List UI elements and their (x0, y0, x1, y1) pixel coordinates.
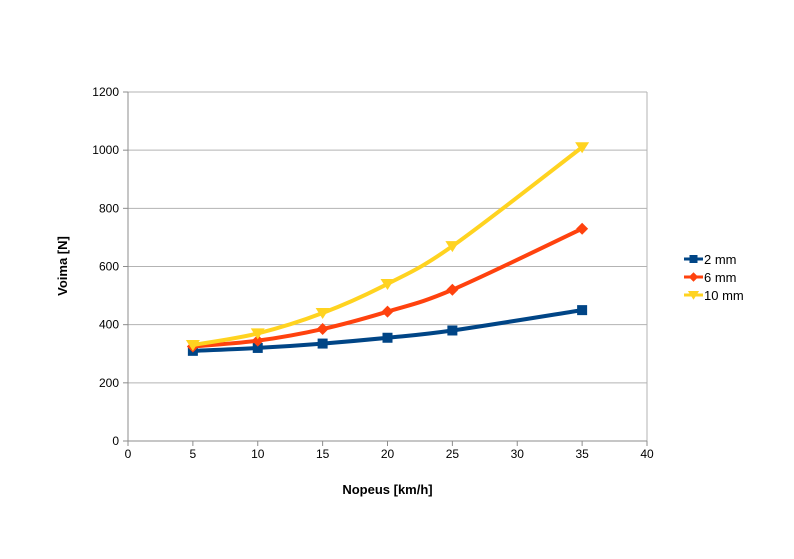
marker-10-mm-x10 (250, 328, 265, 340)
x-tick-label-40: 40 (640, 447, 654, 461)
x-tick-label-30: 30 (511, 447, 525, 461)
legend-item-2-mm: 2 mm (684, 250, 744, 268)
x-tick-label-10: 10 (251, 447, 265, 461)
legend-label: 6 mm (704, 269, 737, 285)
x-tick-label-0: 0 (125, 447, 132, 461)
marker-6-mm-x15 (316, 323, 329, 336)
marker-2-mm-x25 (447, 325, 458, 336)
marker-10-mm-x5 (185, 340, 200, 352)
y-tick-label-1000: 1000 (92, 143, 119, 157)
y-tick-label-1200: 1200 (92, 85, 119, 99)
legend-marker-triangle-down-icon (684, 291, 703, 300)
legend-marker-diamond-icon (684, 272, 703, 282)
legend-sample-marker (689, 255, 698, 263)
legend-item-6-mm: 6 mm (684, 268, 744, 286)
legend-item-10-mm: 10 mm (684, 286, 744, 304)
y-tick-label-200: 200 (99, 376, 119, 390)
marker-2-mm-x35 (577, 305, 588, 316)
marker-6-mm-x20 (381, 305, 394, 318)
marker-6-mm-x35 (576, 222, 589, 235)
marker-2-mm-x10 (252, 342, 263, 353)
y-tick-label-600: 600 (99, 260, 119, 274)
y-tick-label-400: 400 (99, 318, 119, 332)
marker-2-mm-x20 (382, 332, 393, 343)
marker-2-mm-x15 (317, 338, 328, 349)
legend-label: 10 mm (704, 287, 744, 303)
x-tick-label-20: 20 (381, 447, 395, 461)
y-tick-label-800: 800 (99, 201, 119, 215)
marker-6-mm-x25 (446, 283, 459, 296)
y-axis-title: Voima [N] (55, 236, 70, 296)
x-tick-label-15: 15 (316, 447, 330, 461)
legend: 2 mm 6 mm 10 mm (684, 250, 744, 304)
x-tick-label-25: 25 (446, 447, 460, 461)
x-tick-label-35: 35 (575, 447, 589, 461)
legend-label: 2 mm (704, 251, 737, 267)
marker-10-mm-x15 (315, 308, 330, 320)
marker-10-mm-x35 (575, 142, 590, 154)
x-axis-title: Nopeus [km/h] (342, 482, 433, 497)
legend-sample-marker (687, 291, 700, 300)
legend-sample-marker (688, 272, 699, 282)
marker-10-mm-x25 (445, 241, 460, 253)
y-tick-label-0: 0 (112, 434, 119, 448)
legend-marker-square-icon (684, 255, 703, 263)
marker-6-mm-x10 (251, 334, 264, 347)
x-tick-label-5: 5 (190, 447, 197, 461)
marker-10-mm-x20 (380, 278, 395, 290)
